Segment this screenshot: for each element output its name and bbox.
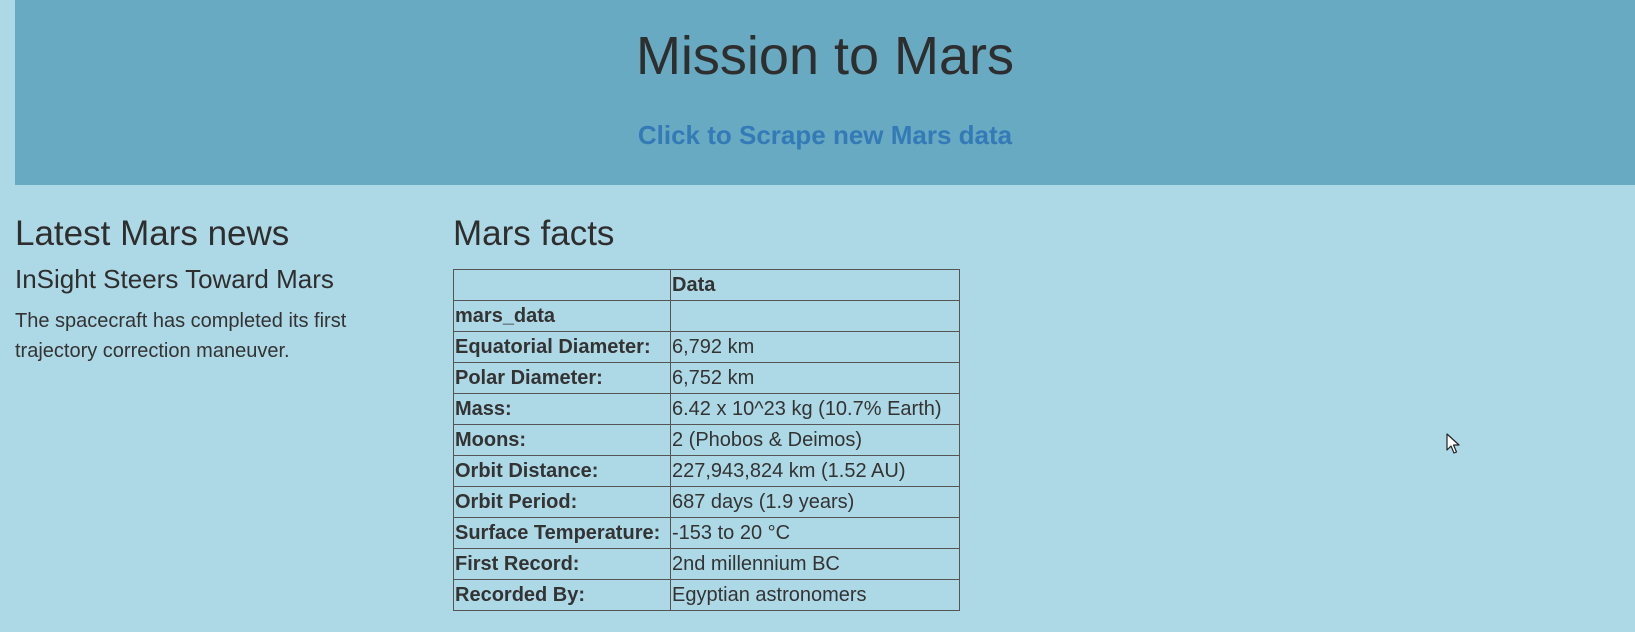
fact-value: 227,943,824 km (1.52 AU) (670, 455, 960, 487)
fact-label: Surface Temperature: (453, 517, 671, 549)
table-index-name: mars_data (453, 300, 671, 332)
table-row: Orbit Distance: 227,943,824 km (1.52 AU) (453, 455, 960, 487)
fact-label: Equatorial Diameter: (453, 331, 671, 363)
table-row: Surface Temperature: -153 to 20 °C (453, 517, 960, 549)
table-row: Polar Diameter: 6,752 km (453, 362, 960, 394)
scrape-button[interactable]: Click to Scrape new Mars data (637, 120, 1013, 150)
news-title: InSight Steers Toward Mars (15, 264, 334, 294)
table-header-row: Data (453, 269, 960, 301)
fact-value: 6,752 km (670, 362, 960, 394)
table-row: Equatorial Diameter: 6,792 km (453, 331, 960, 363)
fact-label: Orbit Distance: (453, 455, 671, 487)
fact-value: 2 (Phobos & Deimos) (670, 424, 960, 456)
page-header: Mission to Mars Click to Scrape new Mars… (15, 0, 1635, 185)
table-index-empty (670, 300, 960, 332)
news-heading: Latest Mars news (15, 214, 290, 253)
table-row: Orbit Period: 687 days (1.9 years) (453, 486, 960, 518)
facts-section: Mars facts Data mars_data Equatorial Dia… (453, 212, 960, 611)
table-row: Recorded By: Egyptian astronomers (453, 579, 960, 611)
table-column-header: Data (670, 269, 960, 301)
table-header-empty (453, 269, 671, 301)
table-row: Mass: 6.42 x 10^23 kg (10.7% Earth) (453, 393, 960, 425)
fact-value: 2nd millennium BC (670, 548, 960, 580)
fact-label: Polar Diameter: (453, 362, 671, 394)
news-teaser: The spacecraft has completed its first t… (15, 310, 347, 362)
fact-value: 6.42 x 10^23 kg (10.7% Earth) (670, 393, 960, 425)
fact-label: Moons: (453, 424, 671, 456)
fact-label: Recorded By: (453, 579, 671, 611)
fact-value: Egyptian astronomers (670, 579, 960, 611)
page-title: Mission to Mars (635, 26, 1015, 86)
facts-heading: Mars facts (453, 214, 615, 253)
facts-table-body: Equatorial Diameter: 6,792 km Polar Diamet… (453, 331, 960, 611)
fact-label: Orbit Period: (453, 486, 671, 518)
fact-value: 687 days (1.9 years) (670, 486, 960, 518)
fact-value: -153 to 20 °C (670, 517, 960, 549)
fact-value: 6,792 km (670, 331, 960, 363)
table-row: First Record: 2nd millennium BC (453, 548, 960, 580)
table-row: Moons: 2 (Phobos & Deimos) (453, 424, 960, 456)
fact-label: Mass: (453, 393, 671, 425)
facts-table: Data mars_data Equatorial Diameter: 6,792… (453, 269, 960, 611)
news-section: Latest Mars news InSight Steers Toward M… (15, 212, 415, 366)
fact-label: First Record: (453, 548, 671, 580)
table-index-row: mars_data (453, 300, 960, 332)
mouse-pointer-icon (1446, 433, 1460, 454)
